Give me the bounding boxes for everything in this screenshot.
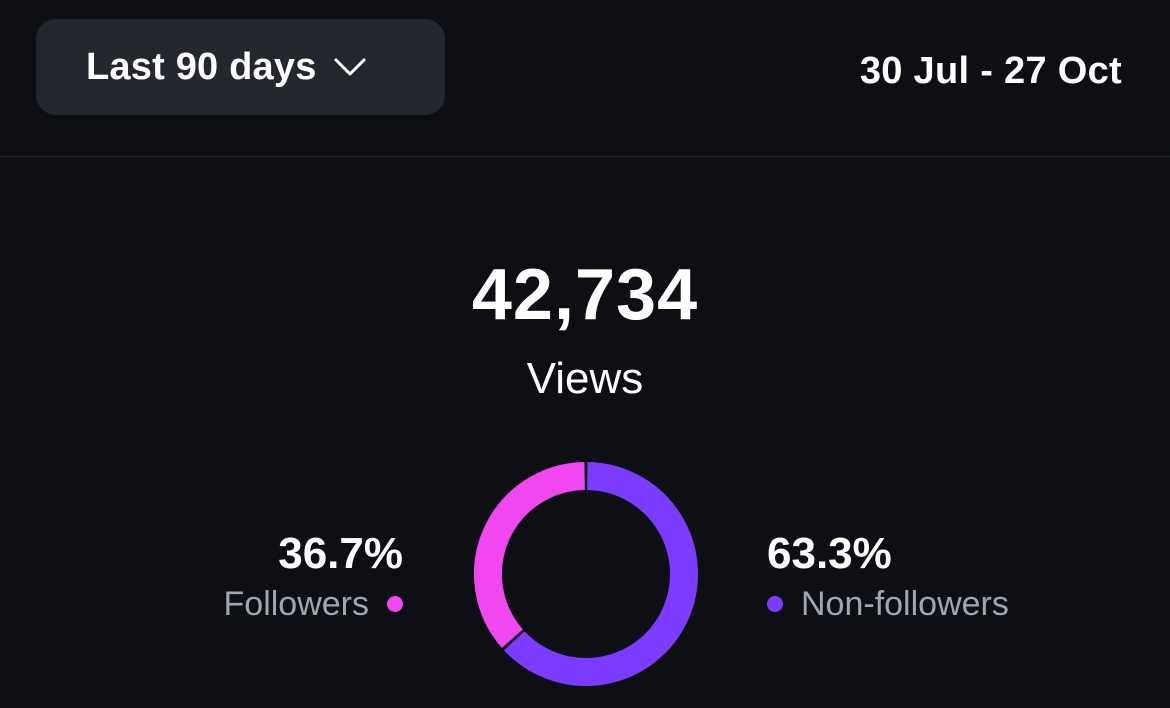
- followers-label: Followers: [223, 585, 369, 623]
- non-followers-label: Non-followers: [801, 585, 1009, 623]
- followers-label-row: Followers: [224, 581, 403, 627]
- chevron-down-icon: [334, 58, 366, 76]
- views-donut-chart: [474, 462, 698, 686]
- header: Last 90 days 30 Jul - 27 Oct: [0, 0, 1170, 157]
- total-views-value: 42,734: [471, 255, 699, 335]
- legend-non-followers: 63.3% Non-followers: [767, 527, 1009, 627]
- followers-percentage: 36.7%: [278, 529, 403, 578]
- date-range-dropdown[interactable]: Last 90 days: [36, 19, 445, 115]
- donut-segment-non-followers: [504, 462, 698, 686]
- followers-dot-icon: [387, 596, 403, 612]
- legend-followers: 36.7% Followers: [224, 527, 403, 627]
- total-views-label: Views: [526, 354, 644, 403]
- date-range-dropdown-label: Last 90 days: [86, 45, 317, 88]
- donut-segment-followers: [474, 462, 586, 648]
- non-followers-percentage: 63.3%: [767, 529, 892, 578]
- non-followers-dot-icon: [767, 596, 783, 612]
- date-range-text: 30 Jul - 27 Oct: [859, 50, 1122, 92]
- non-followers-label-row: Non-followers: [767, 581, 1009, 627]
